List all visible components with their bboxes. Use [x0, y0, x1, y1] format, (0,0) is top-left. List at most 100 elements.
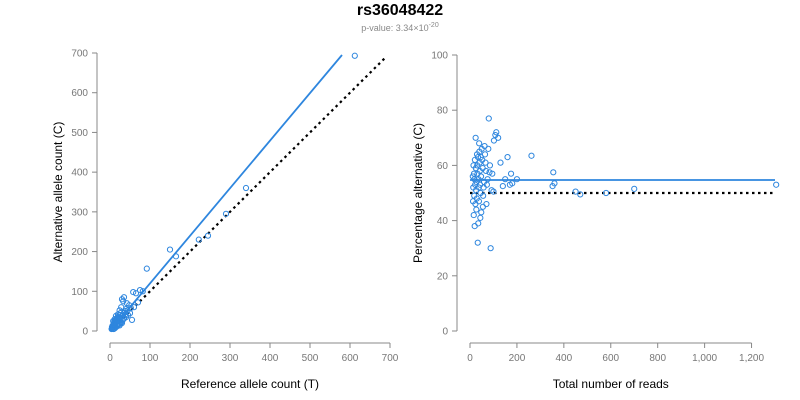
- percentage-y-tick-label: 40: [437, 216, 449, 227]
- allele-count-data-point: [136, 286, 144, 294]
- percentage-data-point: [479, 203, 487, 210]
- allele-count-x-tick-label: 700: [382, 353, 399, 364]
- percentage-data-point: [572, 188, 579, 195]
- allele-count-data-point: [143, 265, 150, 272]
- percentage-x-tick-label: 200: [509, 353, 526, 364]
- percentage-data-point: [631, 185, 638, 192]
- allele-count-data-point: [222, 210, 230, 217]
- allele-count-y-tick-label: 200: [71, 247, 88, 258]
- allele-count-y-axis-title: Alternative allele count (C): [51, 122, 65, 263]
- allele-count-y-tick-label: 700: [71, 49, 88, 60]
- allele-count-x-tick-label: 600: [342, 353, 359, 364]
- allele-count-data-point: [120, 315, 127, 323]
- allele-count-data-point: [130, 304, 138, 311]
- percentage-data-point: [506, 181, 513, 188]
- percentage-data-point: [490, 137, 498, 144]
- allele-count-x-axis-title: Reference allele count (T): [181, 377, 319, 391]
- percentage-y-tick-label: 100: [431, 51, 448, 62]
- percentage-data-point: [471, 192, 478, 199]
- percentage-data-point: [482, 159, 489, 166]
- percentage-x-tick-label: 1,000: [692, 353, 717, 364]
- allele-count-data-point: [130, 288, 137, 296]
- allele-count-x-tick-label: 500: [302, 353, 319, 364]
- percentage-data-point: [477, 214, 484, 221]
- allele-count-data-point: [110, 325, 117, 333]
- allele-count-y-tick-label: 100: [71, 287, 88, 298]
- percentage-data-point: [528, 152, 535, 159]
- chart-title: rs36048422: [356, 2, 444, 19]
- percentage-data-point: [473, 151, 481, 158]
- allele-count-data-point: [134, 299, 142, 306]
- percentage-data-point: [549, 183, 556, 190]
- percentage-data-point: [471, 223, 478, 230]
- allele-count-y-tick-label: 500: [71, 128, 88, 139]
- allele-count-data-point: [204, 232, 212, 239]
- percentage-data-point: [481, 151, 489, 158]
- percentage-y-tick-label: 0: [442, 327, 448, 338]
- percentage-data-point: [513, 176, 521, 183]
- allele-count-y-tick-label: 300: [71, 207, 88, 218]
- allele-count-data-point: [351, 52, 358, 59]
- allele-count-data-point: [172, 253, 180, 260]
- allele-count-data-point: [118, 304, 125, 311]
- percentage-x-tick-label: 400: [556, 353, 573, 364]
- allele-count-x-tick-label: 100: [142, 353, 159, 364]
- allele-count-data-point: [114, 313, 122, 320]
- percentage-data-point: [474, 239, 481, 246]
- percentage-x-tick-label: 600: [602, 353, 619, 364]
- allele-count-data-point: [139, 288, 146, 295]
- allele-count-x-tick-label: 0: [107, 353, 113, 364]
- allele-count-data-point: [116, 307, 123, 314]
- p-value-text: p-value: 3.34×10: [361, 23, 429, 33]
- percentage-data-point: [470, 184, 477, 191]
- percentage-data-point: [486, 162, 494, 169]
- p-value-exponent: -20: [428, 22, 439, 29]
- allele-count-data-point: [166, 246, 174, 253]
- percentage-data-point: [477, 189, 484, 197]
- percentage-x-tick-label: 1,200: [739, 353, 764, 364]
- percentage-data-point: [469, 198, 477, 205]
- percentage-data-point: [470, 211, 477, 219]
- percentage-data-point: [472, 134, 479, 141]
- allele-count-data-point: [242, 184, 250, 192]
- percentage-x-tick-label: 0: [467, 353, 473, 364]
- percentage-data-point: [499, 183, 506, 190]
- allele-count-x-tick-label: 300: [222, 353, 239, 364]
- percentage-data-point: [483, 200, 490, 208]
- allele-count-fit-line: [109, 54, 343, 332]
- percentage-data-point: [488, 187, 495, 194]
- percentage-data-point: [485, 115, 492, 122]
- allele-count-data-point: [116, 320, 124, 327]
- percentage-data-point: [487, 245, 494, 252]
- percentage-data-point: [471, 156, 479, 163]
- percentage-y-tick-label: 60: [437, 161, 449, 172]
- percentage-y-tick-label: 20: [437, 271, 449, 282]
- allele-count-y-tick-label: 400: [71, 168, 88, 179]
- allele-count-data-point: [118, 296, 126, 303]
- allele-count-x-tick-label: 400: [262, 353, 279, 364]
- allele-count-data-point: [195, 236, 202, 243]
- percentage-data-point: [577, 191, 584, 198]
- allele-count-reference-line: [109, 56, 387, 332]
- percentage-data-point: [470, 170, 478, 177]
- percentage-x-axis-title: Total number of reads: [553, 377, 669, 391]
- allele-count-data-point: [127, 304, 134, 312]
- percentage-data-point: [474, 170, 481, 177]
- percentage-data-point: [478, 209, 485, 216]
- percentage-data-point: [469, 173, 476, 180]
- allele-count-x-tick-label: 200: [182, 353, 199, 364]
- percentage-y-tick-label: 80: [437, 106, 449, 117]
- percentage-data-point: [502, 176, 509, 183]
- allele-count-data-point: [132, 290, 140, 297]
- percentage-data-point: [773, 181, 780, 188]
- allele-count-data-point: [120, 294, 128, 301]
- chart-subtitle: p-value: 3.34×10-20: [0, 22, 800, 33]
- allele-count-y-tick-label: 0: [82, 327, 88, 338]
- percentage-data-point: [476, 140, 483, 147]
- percentage-data-point: [497, 159, 504, 166]
- allele-count-data-point: [128, 316, 136, 323]
- percentage-data-point: [480, 184, 487, 191]
- percentage-data-point: [486, 169, 493, 176]
- allele-count-y-tick-label: 600: [71, 88, 88, 99]
